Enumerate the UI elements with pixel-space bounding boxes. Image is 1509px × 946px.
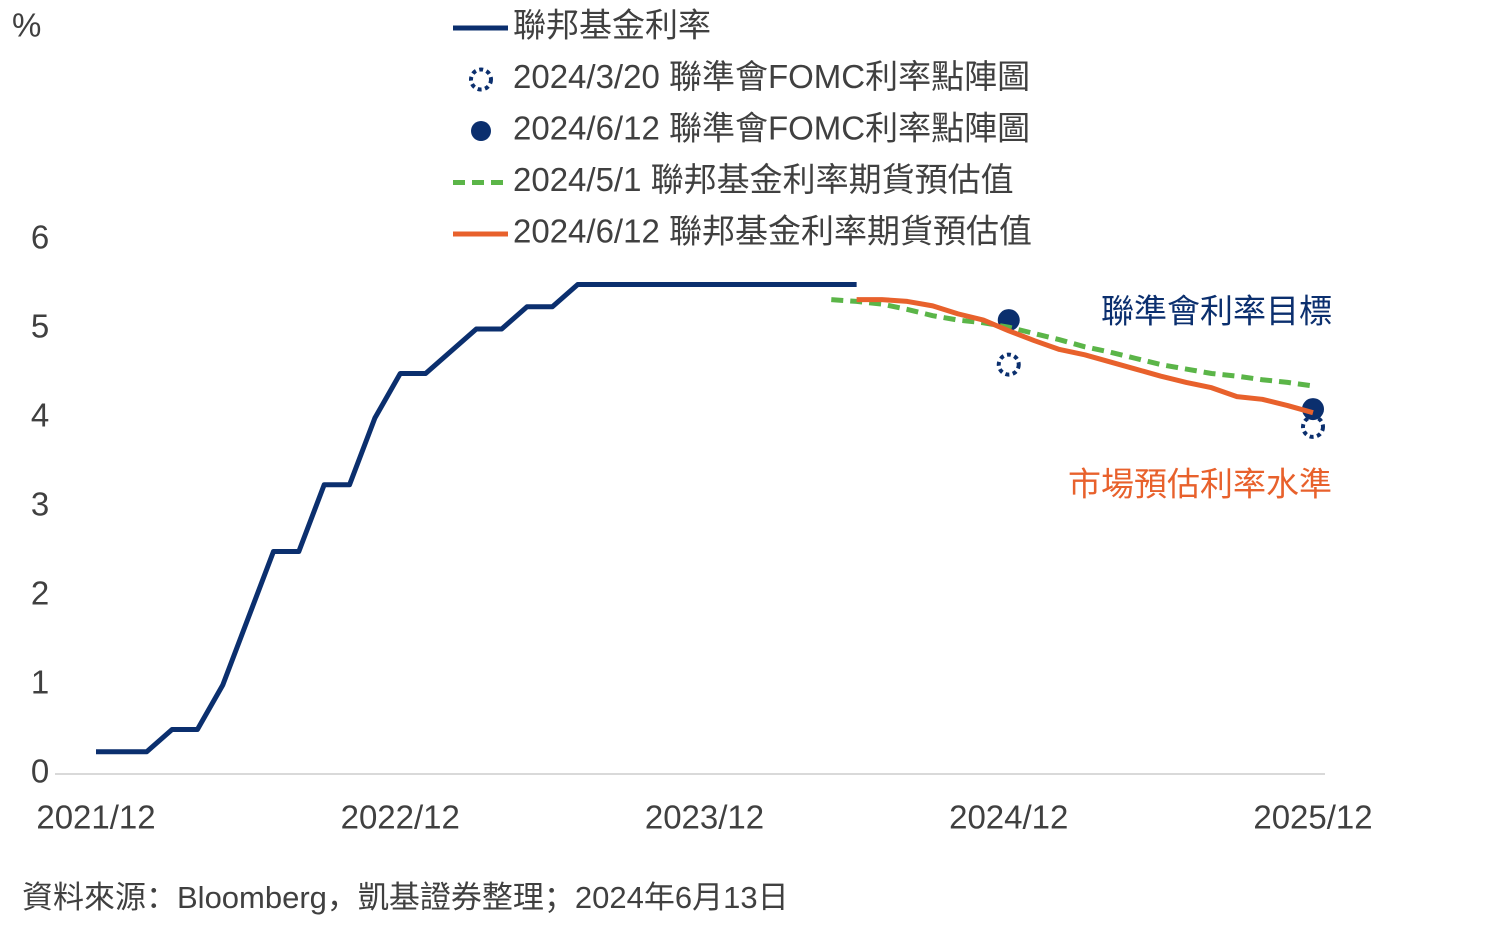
y-tick-label: 0 bbox=[31, 753, 49, 790]
y-unit: % bbox=[12, 7, 41, 44]
annotation: 市場預估利率水準 bbox=[1068, 466, 1332, 503]
hollow-point bbox=[996, 352, 1021, 377]
y-tick-label: 4 bbox=[31, 397, 49, 434]
x-tick-label: 2021/12 bbox=[36, 799, 155, 836]
y-tick-label: 6 bbox=[31, 219, 49, 256]
x-tick-label: 2025/12 bbox=[1253, 799, 1372, 836]
annotation: 聯準會利率目標 bbox=[1101, 293, 1332, 330]
legend-label: 2024/6/12 聯準會FOMC利率點陣圖 bbox=[513, 110, 1030, 147]
legend-label: 2024/6/12 聯邦基金利率期貨預估值 bbox=[513, 213, 1032, 250]
x-tick-label: 2024/12 bbox=[949, 799, 1068, 836]
series-line bbox=[96, 282, 857, 755]
x-tick-label: 2022/12 bbox=[341, 799, 460, 836]
dot-point bbox=[1302, 398, 1324, 421]
y-tick-label: 5 bbox=[31, 308, 49, 345]
y-tick-label: 1 bbox=[31, 664, 49, 701]
legend-label: 2024/3/20 聯準會FOMC利率點陣圖 bbox=[513, 58, 1030, 95]
legend-symbol bbox=[469, 67, 493, 92]
y-tick-label: 2 bbox=[31, 575, 49, 612]
source-note: 資料來源：Bloomberg，凱基證券整理；2024年6月13日 bbox=[22, 880, 789, 915]
series-line bbox=[831, 297, 1314, 389]
series-line bbox=[856, 297, 1314, 416]
legend-symbol bbox=[471, 121, 491, 141]
x-tick-label: 2023/12 bbox=[645, 799, 764, 836]
legend-label: 聯邦基金利率 bbox=[513, 7, 711, 44]
legend-label: 2024/5/1 聯邦基金利率期貨預估值 bbox=[513, 161, 1014, 198]
y-tick-label: 3 bbox=[31, 486, 49, 523]
